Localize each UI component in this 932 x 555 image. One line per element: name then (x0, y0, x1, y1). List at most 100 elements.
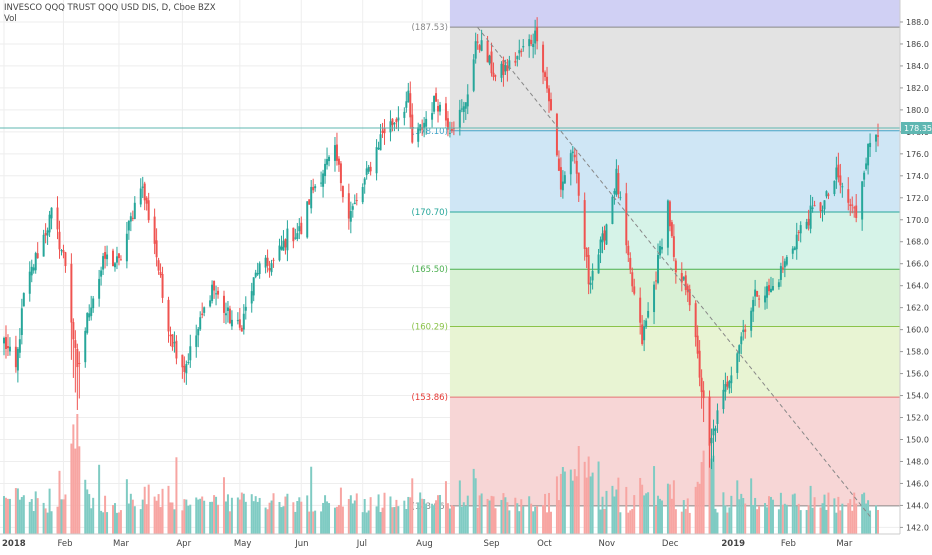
candle-body (199, 317, 202, 330)
volume-bar (351, 503, 354, 534)
volume-bar (381, 507, 384, 534)
candle-body (710, 437, 713, 444)
candle-body (557, 158, 560, 171)
volume-bar (452, 506, 455, 534)
candle-body (742, 329, 745, 333)
candle-body (446, 118, 449, 130)
volume-bar (865, 503, 868, 534)
volume-bar (781, 504, 784, 534)
candle-body (125, 233, 128, 262)
candle-body (28, 271, 31, 294)
last-price-label: 178.35 (904, 124, 932, 133)
volume-bar (326, 501, 329, 534)
price-tick-label: 152.0 (906, 414, 929, 423)
volume-bar (849, 499, 852, 534)
candle-body (375, 147, 378, 174)
candle-body (825, 191, 828, 197)
candle-body (877, 135, 879, 137)
volume-bar (750, 478, 753, 534)
candle-body (282, 240, 285, 251)
price-tick-label: 150.0 (906, 436, 929, 445)
volume-bar (437, 495, 440, 534)
candle-body (466, 94, 469, 107)
candle-body (821, 210, 824, 212)
volume-bar (536, 506, 539, 534)
candle-body (684, 275, 687, 291)
volume-bar (16, 488, 19, 534)
candle-body (518, 50, 521, 54)
candle-body (84, 330, 87, 363)
volume-bar (328, 503, 331, 534)
volume-bar (258, 497, 261, 534)
candle-body (771, 286, 774, 291)
candle-body (532, 44, 535, 48)
volume-bar (84, 479, 87, 534)
volume-bar (421, 498, 424, 534)
candle-body (793, 247, 796, 251)
candle-body (769, 288, 772, 293)
candle-body (389, 121, 392, 133)
volume-bar (684, 508, 687, 534)
price-tick-label: 166.0 (906, 260, 929, 269)
candle-body (587, 254, 590, 285)
volume-bar (286, 493, 289, 534)
candle-body (294, 237, 297, 239)
volume-bar (500, 499, 503, 534)
volume-bar (403, 500, 406, 534)
volume-bar (30, 499, 33, 534)
volume-bar (474, 478, 477, 534)
volume-bar (450, 505, 453, 534)
volume-bar (391, 507, 394, 534)
candle-body (605, 224, 608, 245)
candle-body (660, 246, 663, 250)
volume-bar (393, 507, 396, 534)
volume-bar (591, 472, 594, 534)
time-tick-label: Mar (113, 539, 130, 549)
volume-bar (153, 496, 156, 534)
candle-body (500, 63, 503, 78)
candle-body (335, 144, 338, 161)
candle-body (127, 220, 130, 231)
volume-bar (486, 498, 489, 534)
candle-body (16, 348, 19, 371)
candle-body (839, 175, 842, 186)
candle-body (423, 122, 426, 129)
candle-body (86, 313, 89, 333)
candle-body (215, 293, 218, 295)
candle-body (781, 267, 784, 269)
volume-bar (3, 496, 5, 534)
candle-body (740, 336, 743, 345)
candle-body (488, 55, 491, 64)
candle-body (391, 118, 394, 126)
candle-body (563, 175, 566, 184)
volume-bar (74, 448, 77, 534)
candle-body (411, 114, 414, 143)
candle-body (458, 109, 461, 129)
candle-body (514, 60, 517, 63)
candle-body (314, 186, 317, 189)
candle-body (875, 134, 878, 142)
candle-body (698, 350, 701, 378)
price-tick-label: 176.0 (906, 150, 929, 159)
volume-bar (78, 446, 81, 534)
candle-body (328, 156, 331, 162)
candle-body (492, 72, 495, 78)
volume-bar (48, 488, 51, 534)
volume-bar (294, 511, 297, 534)
candle-body (365, 168, 368, 175)
candle-body (3, 337, 5, 344)
volume-bar (181, 510, 184, 534)
candle-body (173, 342, 176, 344)
candle-body (768, 285, 770, 292)
price-tick-label: 164.0 (906, 282, 929, 291)
candle-body (6, 346, 9, 349)
candle-body (157, 260, 160, 271)
candle-body (333, 145, 336, 161)
candle-body (708, 396, 711, 446)
fib-level-label: (165.50) (412, 265, 448, 275)
price-tick-label: 186.0 (906, 40, 929, 49)
volume-bar (377, 494, 380, 534)
volume-bar (754, 497, 757, 534)
